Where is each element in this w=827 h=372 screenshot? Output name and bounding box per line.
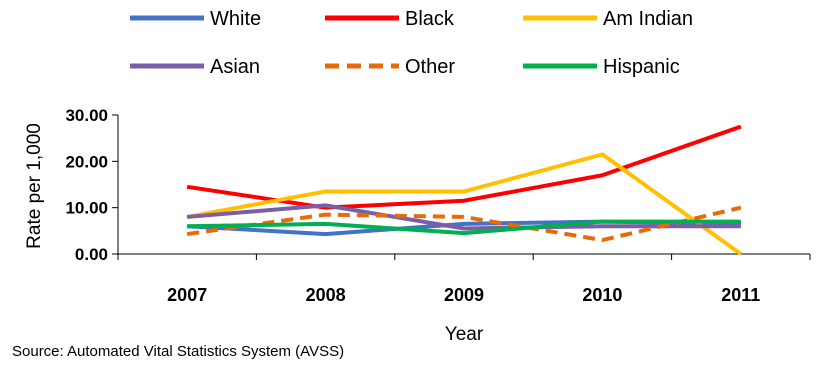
data-point-other bbox=[463, 216, 465, 218]
source-note: Source: Automated Vital Statistics Syste… bbox=[12, 343, 345, 360]
data-point-asian bbox=[740, 225, 742, 227]
data-point-black bbox=[740, 126, 742, 128]
data-point-asian bbox=[463, 228, 465, 230]
data-point-hispanic bbox=[325, 223, 327, 225]
data-point-asian bbox=[186, 216, 188, 218]
data-point-black bbox=[463, 200, 465, 202]
data-point-am-indian bbox=[601, 153, 603, 155]
data-point-black bbox=[601, 174, 603, 176]
legend-label-other: Other bbox=[405, 56, 455, 78]
y-tick-label: 30.00 bbox=[65, 106, 108, 125]
x-axis-title: Year bbox=[445, 324, 484, 345]
legend-label-black: Black bbox=[405, 8, 455, 30]
legend-label-hispanic: Hispanic bbox=[603, 56, 680, 78]
series-line-am-indian bbox=[186, 152, 742, 256]
data-point-hispanic bbox=[186, 225, 188, 227]
data-point-asian bbox=[601, 225, 603, 227]
x-tick-label: 2011 bbox=[721, 285, 760, 305]
data-point-am-indian bbox=[463, 190, 465, 192]
y-tick-label: 20.00 bbox=[65, 152, 108, 171]
data-point-other bbox=[740, 207, 742, 209]
x-tick-label: 2008 bbox=[306, 285, 346, 305]
y-axis-title: Rate per 1,000 bbox=[24, 123, 45, 249]
data-point-other bbox=[186, 233, 188, 235]
x-tick-label: 2010 bbox=[582, 285, 622, 305]
legend-label-am-indian: Am Indian bbox=[603, 8, 693, 30]
data-point-hispanic bbox=[463, 232, 465, 234]
data-point-am-indian bbox=[325, 190, 327, 192]
y-tick-label: 0.00 bbox=[75, 245, 108, 264]
data-point-white bbox=[463, 223, 465, 225]
y-tick-label: 10.00 bbox=[65, 199, 108, 218]
data-point-white bbox=[740, 223, 742, 225]
data-point-hispanic bbox=[601, 221, 603, 223]
x-tick-label: 2007 bbox=[167, 285, 207, 305]
data-point-hispanic bbox=[740, 221, 742, 223]
data-point-asian bbox=[325, 204, 327, 206]
series-line-other bbox=[186, 205, 742, 243]
data-point-white bbox=[325, 233, 327, 235]
data-point-other bbox=[601, 239, 603, 241]
data-point-black bbox=[186, 186, 188, 188]
legend-label-asian: Asian bbox=[210, 56, 260, 78]
x-tick-label: 2009 bbox=[444, 285, 484, 305]
data-point-am-indian bbox=[740, 253, 742, 255]
legend-label-white: White bbox=[210, 8, 261, 30]
data-point-other bbox=[325, 214, 327, 216]
